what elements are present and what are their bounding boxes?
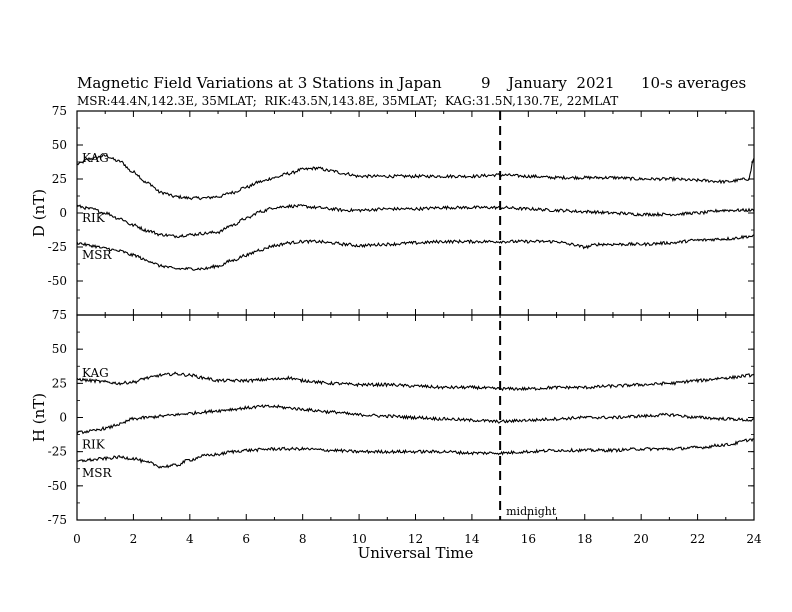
x-tick-label: 22 xyxy=(690,532,705,546)
series-label-msr: MSR xyxy=(82,248,113,262)
stations-info: MSR:44.4N,142.3E, 35MLAT; RIK:43.5N,143.… xyxy=(77,94,618,108)
date-month-year: January 2021 xyxy=(506,74,615,92)
series-line-rik xyxy=(76,203,755,239)
series-label-kag: KAG xyxy=(82,151,109,165)
chart-title: Magnetic Field Variations at 3 Stations … xyxy=(77,74,442,92)
y-axis-label: D (nT) xyxy=(30,189,48,237)
x-tick-label: 14 xyxy=(464,532,480,546)
panel-declination: 75 50 25 0 -25 -50 D (nT) KAG RIK MSR xyxy=(30,104,755,316)
series-label-msr: MSR xyxy=(82,466,113,480)
series-label-kag: KAG xyxy=(82,366,109,380)
y-tick-label: 50 xyxy=(52,138,67,152)
series-line-kag xyxy=(76,371,755,392)
x-tick-label: 16 xyxy=(521,532,536,546)
y-axis-label: H (nT) xyxy=(30,393,48,442)
x-tick-label: 6 xyxy=(242,532,250,546)
averaging-label: 10-s averages xyxy=(641,74,746,92)
panel-horizontal: 75 50 25 0 -25 -50 -75 H (nT) KAG RIK MSR xyxy=(30,308,755,527)
x-tick-label: 8 xyxy=(299,532,307,546)
y-tick-label: -25 xyxy=(48,445,67,459)
midnight-marker: midnight xyxy=(499,111,557,520)
series-label-rik: RIK xyxy=(82,438,106,452)
y-tick-label: 25 xyxy=(52,376,67,390)
x-tick-label: 24 xyxy=(746,532,762,546)
series-line-msr xyxy=(76,438,755,469)
plot-frame xyxy=(76,110,755,316)
x-tick-label: 4 xyxy=(186,532,194,546)
y-tick-label: 50 xyxy=(52,342,67,356)
x-tick-label: 18 xyxy=(577,532,592,546)
series-line-kag xyxy=(76,154,755,201)
y-tick-label: 0 xyxy=(59,411,67,425)
series-line-rik xyxy=(76,404,755,435)
x-tick-label: 12 xyxy=(408,532,423,546)
x-tick-label: 2 xyxy=(130,532,138,546)
series-label-rik: RIK xyxy=(82,211,106,225)
y-tick-label: 0 xyxy=(59,206,67,220)
y-tick-label: -75 xyxy=(48,513,67,527)
series-line-msr xyxy=(76,234,755,271)
x-tick-label: 10 xyxy=(351,532,366,546)
midnight-label: midnight xyxy=(506,505,557,518)
x-tick-label: 20 xyxy=(634,532,649,546)
y-tick-label: 25 xyxy=(52,172,67,186)
y-tick-label: 75 xyxy=(52,104,67,118)
y-tick-label: -50 xyxy=(48,479,67,493)
date-day: 9 xyxy=(481,74,491,92)
x-tick-label: 0 xyxy=(73,532,81,546)
y-tick-label: -25 xyxy=(48,240,67,254)
y-tick-label: 75 xyxy=(52,308,67,322)
x-axis-label: Universal Time xyxy=(358,544,474,562)
y-tick-label: -50 xyxy=(48,274,67,288)
